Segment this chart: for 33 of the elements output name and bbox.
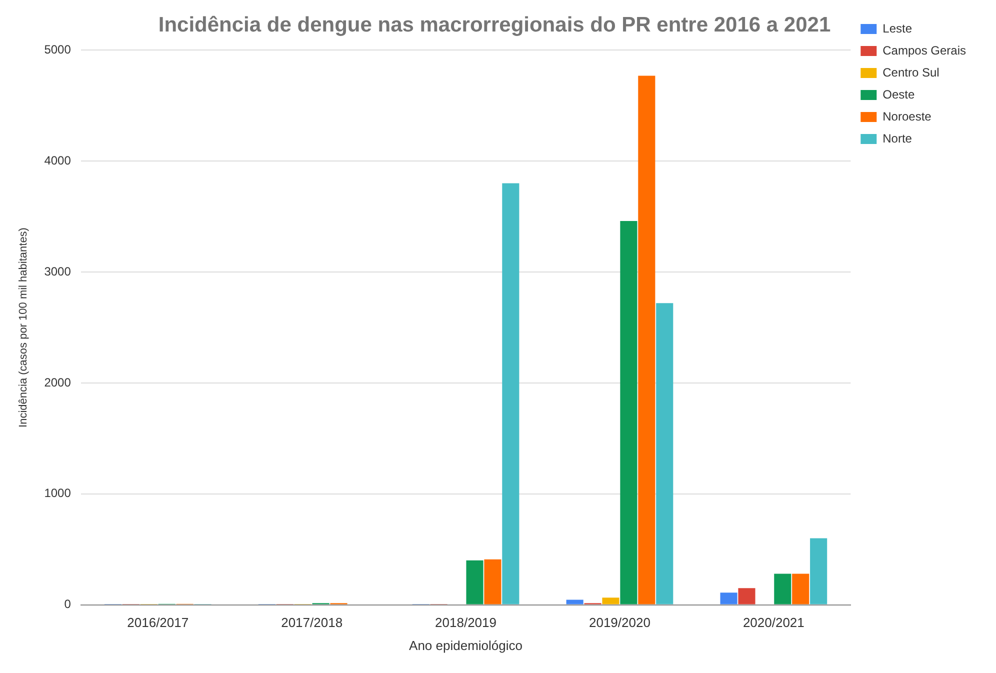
bar: [792, 574, 810, 604]
y-axis-title: Incidência (casos por 100 mil habitantes): [18, 228, 30, 428]
x-axis-title: Ano epidemiológico: [409, 638, 522, 653]
chart-title: Incidência de dengue nas macrorregionais do PR entre 2016 a 2021: [158, 13, 831, 36]
legend-label: Oeste: [882, 87, 915, 102]
y-tick-label: 4000: [44, 153, 72, 168]
bar: [720, 592, 738, 604]
y-tick-label: 2000: [44, 375, 72, 390]
x-tick-label: 2017/2018: [281, 615, 343, 630]
legend-label: Centro Sul: [882, 65, 940, 80]
bar: [602, 598, 620, 604]
legend-label: Noroeste: [882, 109, 932, 124]
x-tick-label: 2016/2017: [127, 615, 189, 630]
bar: [656, 303, 674, 604]
bar: [484, 559, 502, 604]
bar: [566, 600, 584, 604]
legend-label: Norte: [882, 131, 912, 146]
bar: [738, 588, 756, 604]
legend-label: Leste: [882, 21, 912, 36]
bar: [502, 183, 520, 604]
bar: [466, 560, 484, 604]
bar: [620, 221, 638, 604]
y-tick-label: 3000: [44, 264, 72, 278]
bar: [774, 574, 792, 604]
x-tick-label: 2018/2019: [435, 615, 496, 630]
x-tick-label: 2019/2020: [588, 615, 650, 630]
y-tick-label: 1000: [44, 486, 72, 500]
legend-label: Campos Gerais: [882, 43, 966, 58]
y-tick-label: 5000: [44, 42, 72, 57]
bar: [638, 76, 656, 604]
y-tick-label: 0: [64, 597, 72, 612]
x-tick-label: 2020/2021: [742, 615, 804, 630]
bar: [810, 538, 828, 604]
